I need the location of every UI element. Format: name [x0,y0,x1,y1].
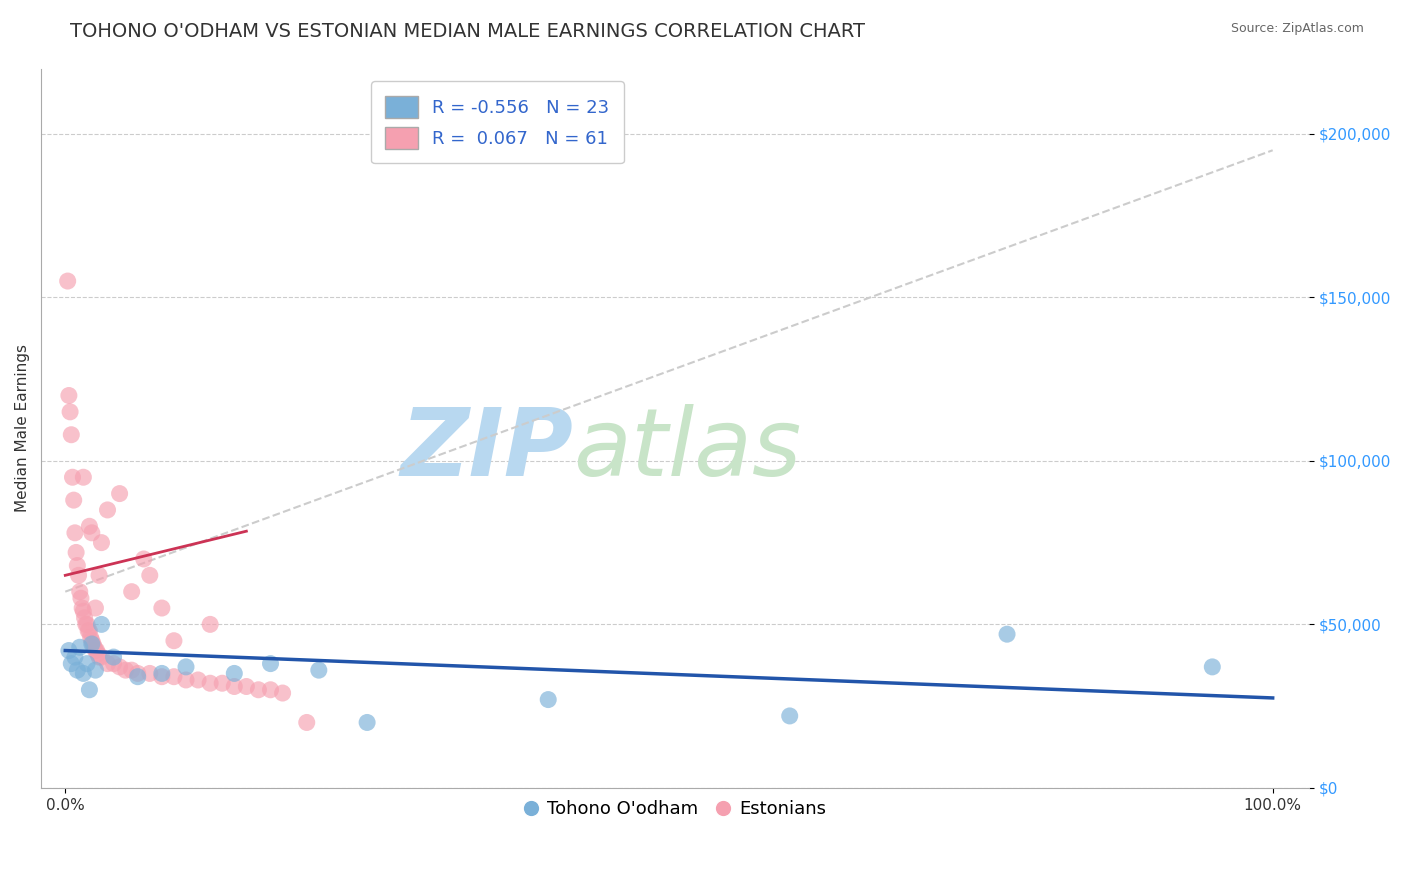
Point [259,682,281,697]
Point [87,568,110,582]
Point [90,617,112,632]
Point [96,503,118,517]
Point [72,470,94,484]
Point [90,650,112,665]
Point [127,666,149,681]
Point [65,545,87,559]
Point [77,624,100,638]
Point [174,673,197,687]
Point [356,715,378,730]
Point [132,552,155,566]
Point [69,584,91,599]
Point [62,493,84,508]
Point [995,627,1018,641]
Point [62,470,84,484]
Point [70,591,93,606]
Point [67,568,90,582]
Point [163,633,186,648]
Point [187,673,209,687]
Point [121,663,143,677]
Point [779,709,801,723]
Point [163,670,186,684]
Text: atlas: atlas [574,404,801,495]
Point [537,692,560,706]
Point [139,568,162,582]
Point [56,274,79,288]
Legend: Tohono O'odham, Estonians: Tohono O'odham, Estonians [516,793,834,826]
Point [76,617,98,632]
Point [1201,660,1223,674]
Point [66,558,89,573]
Point [80,525,103,540]
Point [76,657,98,671]
Point [198,676,221,690]
Point [72,604,94,618]
Point [247,682,270,697]
Point [83,640,105,655]
Point [96,657,118,671]
Point [84,643,107,657]
Point [79,624,101,638]
Point [308,663,330,677]
Point [72,666,94,681]
Point [259,657,281,671]
Point [121,584,143,599]
Point [127,670,149,684]
Point [70,601,93,615]
Point [59,405,82,419]
Point [103,657,125,671]
Point [82,637,104,651]
Point [79,682,101,697]
Point [58,388,80,402]
Point [235,680,257,694]
Point [73,611,96,625]
Point [103,650,125,665]
Point [80,633,103,648]
Point [108,486,131,500]
Point [174,660,197,674]
Point [90,535,112,549]
Point [150,666,173,681]
Point [84,663,107,677]
Point [224,680,246,694]
Point [87,650,110,665]
Point [60,427,83,442]
Point [150,670,173,684]
Point [80,637,103,651]
Point [58,643,80,657]
Point [63,525,86,540]
Text: ZIP: ZIP [401,404,574,496]
Point [66,663,89,677]
Point [87,647,110,661]
Point [63,650,86,665]
Text: TOHONO O'ODHAM VS ESTONIAN MEDIAN MALE EARNINGS CORRELATION CHART: TOHONO O'ODHAM VS ESTONIAN MEDIAN MALE E… [70,22,865,41]
Point [75,617,97,632]
Point [79,631,101,645]
Point [108,660,131,674]
Point [224,666,246,681]
Point [84,601,107,615]
Point [198,617,221,632]
Point [139,666,162,681]
Point [211,676,233,690]
Point [86,643,108,657]
Point [69,640,91,655]
Point [150,601,173,615]
Point [114,663,136,677]
Point [60,657,83,671]
Y-axis label: Median Male Earnings: Median Male Earnings [15,344,30,512]
Point [271,686,294,700]
Point [79,519,101,533]
Point [295,715,318,730]
Text: Source: ZipAtlas.com: Source: ZipAtlas.com [1230,22,1364,36]
